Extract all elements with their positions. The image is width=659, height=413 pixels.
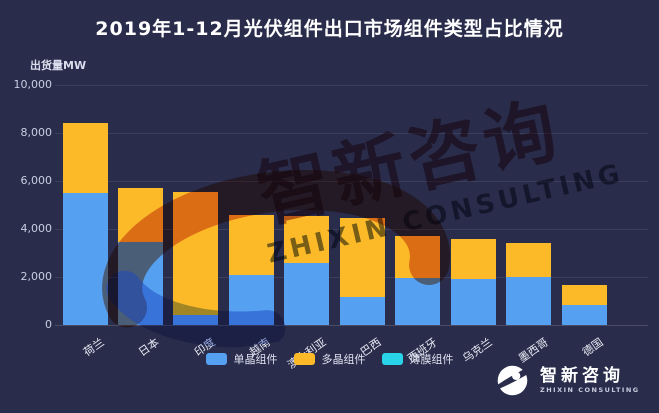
bar-segment-印度-多晶组件 [173, 191, 219, 316]
brand-name-en: ZHIXIN CONSULTING [540, 385, 640, 394]
y-axis-tick-label: 6,000 [20, 174, 53, 187]
legend-label: 单晶组件 [233, 353, 278, 366]
gridline [55, 133, 648, 134]
brand-swirl-icon [494, 364, 531, 396]
gridline [55, 325, 648, 326]
bar-segment-印度-单晶组件 [173, 315, 219, 325]
legend-swatch [381, 353, 403, 365]
gridline [55, 85, 648, 86]
y-axis-tick-label: 8,000 [20, 126, 53, 139]
legend-swatch [293, 353, 315, 365]
brand-name-cn: 智新咨询 [540, 366, 624, 387]
y-axis-tick-label: 10,000 [13, 78, 53, 91]
legend-item-单晶组件: 单晶组件 [205, 351, 278, 367]
bar-segment-墨西哥-多晶组件 [506, 243, 552, 277]
bar-segment-巴西-多晶组件 [339, 218, 385, 298]
legend-label: 薄膜组件 [409, 353, 454, 366]
bar-segment-巴西-单晶组件 [339, 297, 385, 325]
bar-segment-德国-单晶组件 [561, 304, 607, 325]
bar-segment-乌克兰-多晶组件 [450, 238, 496, 280]
bar-segment-荷兰-单晶组件 [62, 193, 108, 325]
bar-segment-越南-单晶组件 [228, 274, 274, 325]
bar-segment-澳大利亚-单晶组件 [284, 262, 330, 325]
bar-segment-墨西哥-单晶组件 [506, 277, 552, 325]
legend: 单晶组件 多晶组件 薄膜组件 [0, 351, 659, 367]
bar-segment-越南-多晶组件 [228, 214, 274, 275]
legend-label: 多晶组件 [321, 353, 366, 366]
y-axis-tick-label: 0 [45, 318, 52, 331]
brand-logo: 智新咨询 ZHIXIN CONSULTING [494, 362, 640, 399]
bar-segment-荷兰-多晶组件 [62, 123, 108, 193]
bar-segment-日本-单晶组件 [117, 242, 163, 325]
y-axis-unit-label: 出货量MW [30, 59, 87, 72]
gridline [55, 181, 648, 182]
bar-segment-西班牙-多晶组件 [395, 236, 441, 279]
legend-item-多晶组件: 多晶组件 [293, 351, 366, 367]
legend-swatch [205, 353, 227, 365]
y-axis-tick-label: 2,000 [20, 270, 53, 283]
bar-segment-西班牙-单晶组件 [395, 278, 441, 325]
bar-segment-澳大利亚-多晶组件 [284, 215, 330, 263]
bar-segment-日本-多晶组件 [117, 188, 163, 243]
legend-item-薄膜组件: 薄膜组件 [381, 351, 454, 367]
chart-title: 2019年1-12月光伏组件出口市场组件类型占比情况 [95, 18, 564, 40]
y-axis-tick-label: 4,000 [20, 222, 53, 235]
bar-segment-乌克兰-单晶组件 [450, 279, 496, 325]
bar-segment-德国-多晶组件 [561, 285, 607, 305]
